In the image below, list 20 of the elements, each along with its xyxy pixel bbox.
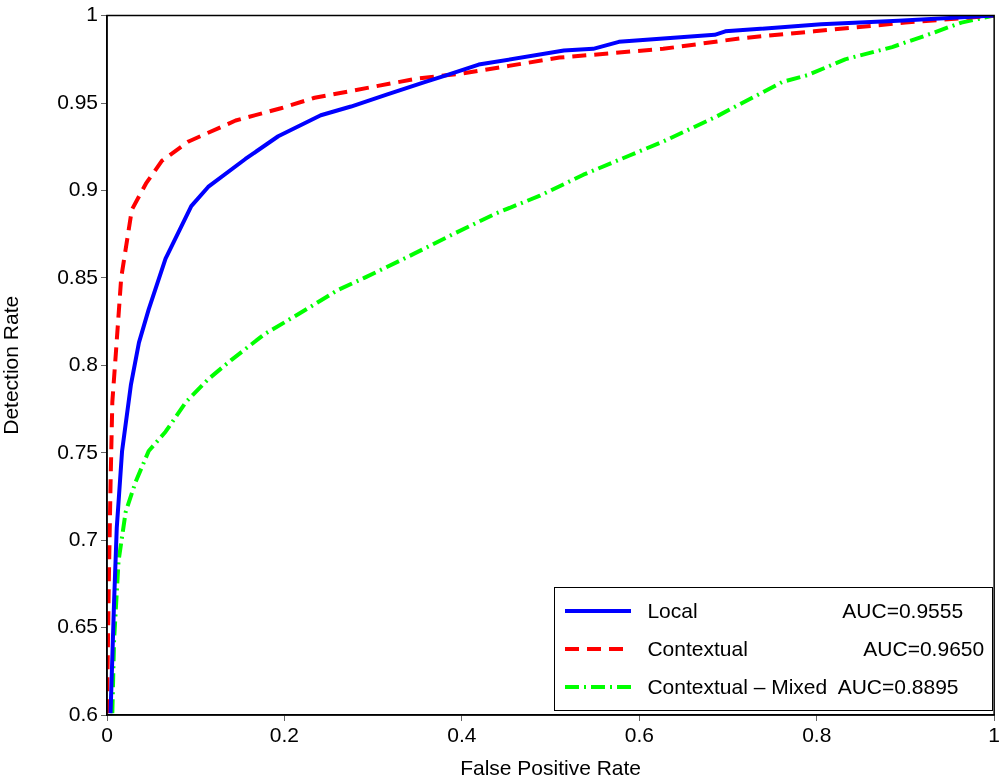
- y-axis-title: Detection Rate: [0, 295, 23, 435]
- x-tick-label: 0.4: [447, 723, 477, 747]
- y-tick-label: 0.6: [68, 701, 98, 725]
- y-tick-label: 0.7: [68, 526, 98, 550]
- y-tick-label: 0.8: [68, 352, 98, 376]
- y-tick-label: 0.95: [57, 89, 98, 113]
- y-tick-label: 0.65: [57, 614, 98, 638]
- x-tick-label: 0: [101, 723, 113, 747]
- y-tick-label: 1: [86, 2, 98, 26]
- x-axis-title: False Positive Rate: [460, 756, 642, 780]
- legend-label: Local AUC=0.9555: [647, 599, 964, 623]
- y-tick-label: 0.85: [57, 264, 98, 288]
- x-tick-label: 1: [988, 723, 1000, 747]
- x-tick-label: 0.8: [802, 723, 832, 747]
- x-tick-label: 0.2: [269, 723, 300, 747]
- y-tick-label: 0.75: [57, 439, 98, 463]
- y-tick-label: 0.9: [68, 177, 98, 201]
- legend-label: Contextual – Mixed AUC=0.8895: [647, 675, 959, 699]
- legend-label: Contextual AUC=0.9650: [647, 637, 985, 661]
- x-tick-label: 0.6: [624, 723, 654, 747]
